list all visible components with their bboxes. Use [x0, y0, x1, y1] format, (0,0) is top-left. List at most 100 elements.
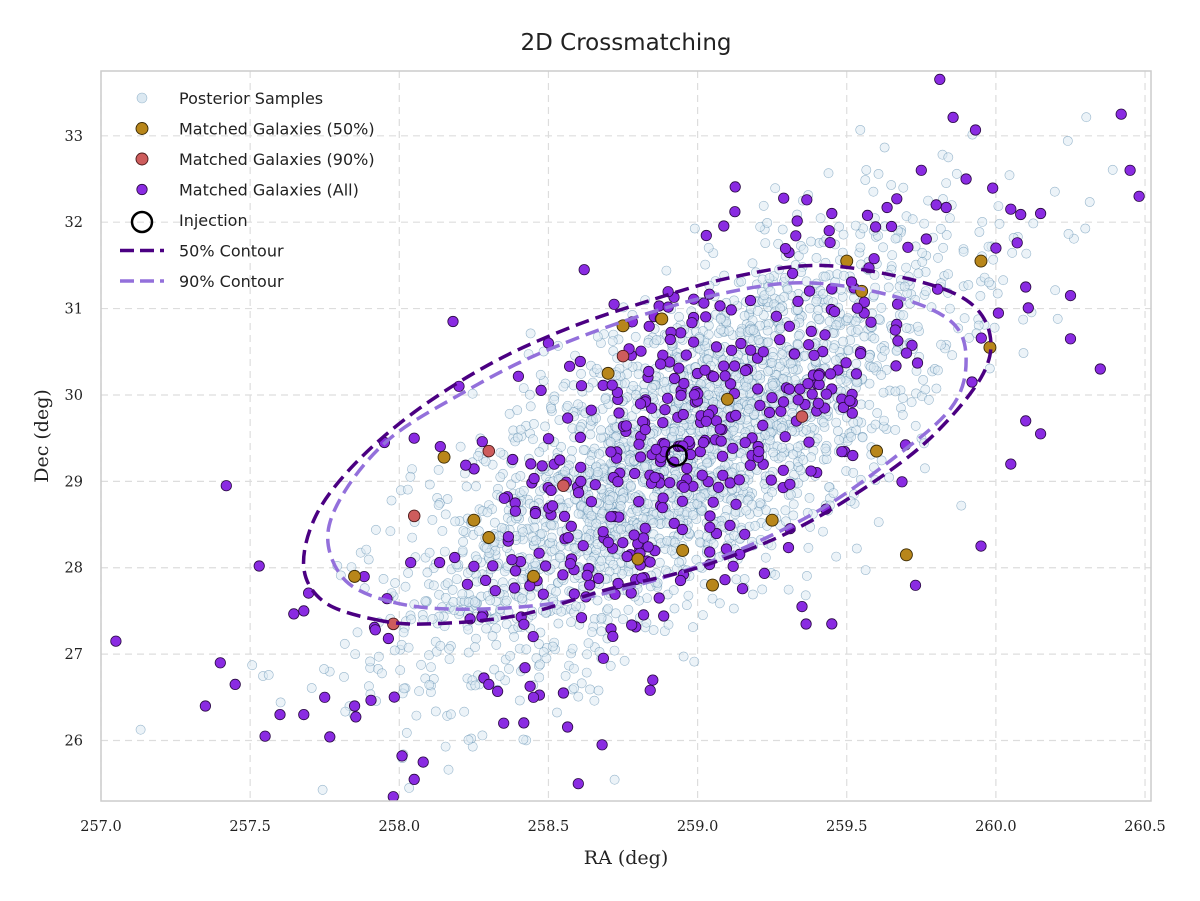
matched-all-point	[654, 358, 667, 370]
matched-all-point	[574, 431, 587, 443]
posterior-point	[560, 466, 570, 477]
matched-all-point	[930, 199, 942, 211]
matched-all-point	[644, 556, 656, 568]
matched-all-point	[584, 579, 596, 591]
posterior-point	[496, 522, 507, 533]
posterior-point	[582, 649, 592, 660]
posterior-point	[605, 660, 616, 671]
posterior-point	[494, 531, 505, 541]
matched-all-point	[554, 454, 566, 466]
posterior-point	[1004, 170, 1015, 181]
posterior-point	[860, 175, 871, 185]
matched-all-point	[557, 569, 569, 581]
posterior-point	[596, 425, 606, 436]
matched-all-point	[687, 336, 700, 348]
posterior-point	[489, 517, 500, 528]
posterior-point	[569, 663, 579, 674]
matched-all-point	[644, 684, 656, 696]
matched-all-point	[707, 496, 719, 508]
posterior-point	[868, 362, 879, 373]
x-tick-label: 259.5	[826, 819, 868, 835]
matched-all-point	[1020, 415, 1032, 427]
matched-all-point	[947, 111, 959, 124]
posterior-point	[503, 663, 514, 674]
posterior-point	[762, 217, 773, 228]
posterior-point	[898, 310, 909, 321]
matched-all-point	[528, 472, 540, 485]
posterior-point	[793, 330, 804, 341]
matched-all-point	[739, 528, 751, 540]
posterior-point	[958, 246, 969, 257]
matched-all-point	[911, 357, 924, 369]
matched-all-point	[700, 311, 712, 323]
posterior-point	[403, 568, 413, 578]
posterior-point	[838, 229, 849, 240]
posterior-point	[918, 374, 928, 385]
matched-all-point	[826, 207, 838, 220]
posterior-point	[471, 481, 481, 492]
posterior-point	[524, 553, 535, 564]
posterior-point	[848, 417, 859, 428]
matched-all-point	[537, 588, 549, 600]
matched-all-point	[637, 609, 650, 621]
posterior-point	[988, 254, 999, 265]
matched-all-point	[408, 432, 420, 444]
posterior-point	[340, 706, 351, 717]
posterior-point	[386, 495, 397, 506]
matched-all-point	[653, 592, 665, 604]
posterior-point	[350, 649, 361, 659]
matched-all-point	[533, 547, 545, 559]
posterior-point	[868, 186, 879, 197]
posterior-point	[363, 554, 374, 565]
matched-all-point	[498, 717, 510, 729]
posterior-point	[470, 642, 480, 653]
posterior-point	[518, 485, 529, 496]
matched-all-point	[812, 397, 825, 409]
matched-all-point	[680, 349, 692, 361]
posterior-point	[420, 596, 431, 606]
posterior-point	[481, 543, 492, 554]
matched-all-point	[868, 253, 880, 265]
posterior-point	[625, 480, 636, 491]
matched-all-point	[447, 315, 459, 328]
matched-all-point	[960, 173, 972, 185]
matched-all-point	[565, 520, 577, 532]
posterior-point	[471, 633, 481, 644]
posterior-point	[753, 335, 764, 345]
matched-all-point	[639, 423, 651, 436]
matched-all-point	[803, 339, 815, 351]
matched-all-point	[736, 583, 749, 595]
posterior-point	[495, 472, 506, 482]
matched-all-point	[546, 500, 559, 512]
posterior-point	[823, 168, 834, 179]
matched-all-point	[803, 436, 815, 448]
matched-all-point	[1005, 203, 1017, 215]
y-tick-label: 32	[65, 215, 83, 231]
posterior-point	[659, 377, 670, 387]
matched-all-point	[659, 404, 671, 416]
matched-all-point	[487, 560, 499, 572]
posterior-point	[306, 683, 317, 693]
posterior-point	[535, 659, 545, 670]
matched-all-point	[220, 480, 232, 492]
posterior-point	[811, 252, 822, 263]
posterior-point	[509, 631, 519, 642]
posterior-point	[883, 282, 894, 293]
posterior-point	[941, 229, 952, 240]
posterior-point	[504, 408, 515, 419]
posterior-point	[135, 724, 146, 735]
matched-all-point	[847, 449, 859, 462]
matched-all-point	[724, 519, 736, 532]
matched-all-point	[729, 206, 741, 218]
matched-50-point	[676, 544, 690, 557]
posterior-point	[489, 664, 500, 675]
posterior-point	[834, 221, 844, 232]
matched-all-point	[491, 685, 504, 698]
matched-all-point	[1011, 237, 1023, 249]
posterior-point	[879, 345, 890, 356]
posterior-point	[424, 679, 435, 690]
posterior-point	[567, 643, 578, 654]
matched-50-point	[482, 531, 496, 544]
matched-all-point	[725, 344, 738, 356]
matched-all-point	[572, 778, 584, 790]
